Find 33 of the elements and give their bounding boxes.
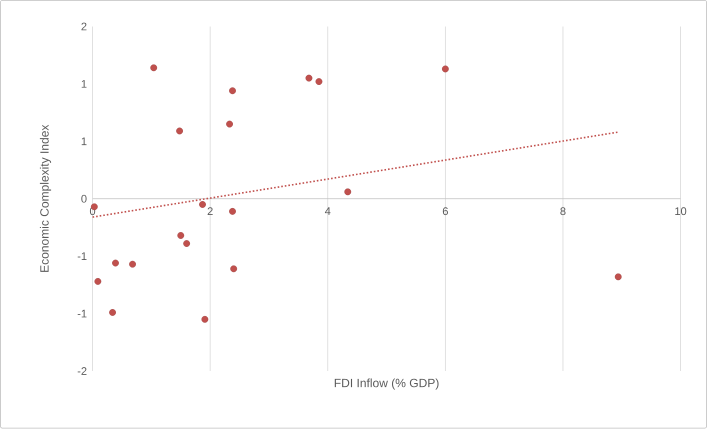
y-tick-label: -2 — [78, 367, 86, 376]
y-tick-label: -1 — [78, 310, 86, 318]
point — [94, 278, 102, 286]
x-tick-label: 8 — [560, 208, 566, 216]
point — [150, 64, 158, 72]
x-tick-label: 2 — [208, 208, 213, 216]
point — [614, 274, 622, 280]
point — [344, 188, 352, 196]
y-tick-label: -1 — [78, 252, 86, 260]
point — [176, 128, 183, 135]
x-tick-label: 10 — [675, 208, 686, 216]
y-tick-label: 2 — [81, 22, 86, 31]
x-axis-title: FDI Inflow (% GDP) — [334, 378, 439, 390]
point — [201, 316, 208, 323]
x-tick-label: 6 — [442, 208, 448, 216]
point — [226, 120, 233, 128]
point — [199, 201, 206, 208]
y-axis-title: Economic Complexity Index — [40, 124, 52, 272]
point — [109, 309, 116, 316]
point — [129, 261, 136, 268]
point — [177, 232, 184, 240]
y-tick-label: 1 — [82, 80, 86, 88]
x-tick-label: 4 — [324, 208, 330, 216]
point — [316, 78, 322, 86]
point — [229, 88, 236, 94]
point — [230, 266, 238, 272]
point — [112, 260, 119, 267]
y-tick-label: 0 — [81, 195, 87, 203]
point — [183, 240, 190, 248]
y-tick-label: 1 — [82, 138, 86, 146]
point — [229, 208, 236, 216]
point — [306, 74, 312, 82]
point — [442, 66, 449, 73]
